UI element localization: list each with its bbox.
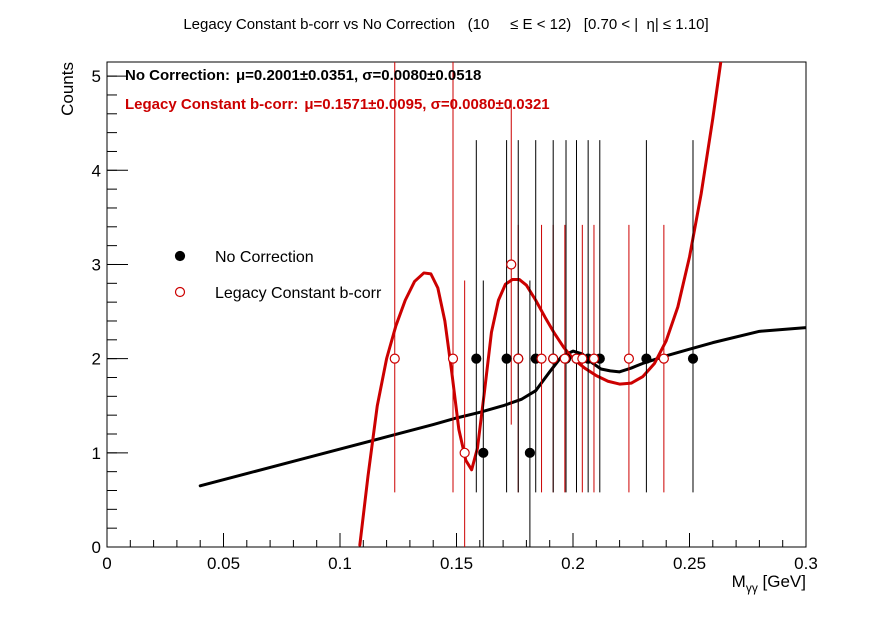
legend-label-no-correction: No Correction [215,249,314,266]
x-axis-ticks: 0 0.05 0.1 0.15 0.2 0.25 0.3 [102,533,818,573]
data-point [459,447,470,458]
data-point [548,353,559,364]
x-tick-label: 0.1 [328,554,352,573]
data-point [536,353,547,364]
y-tick-label: 1 [92,444,101,463]
y-tick-label: 2 [92,350,101,369]
data-point [478,447,489,458]
legend: No Correction Legacy Constant b-corr [174,249,382,302]
data-point [447,353,459,364]
x-tick-label: 0.25 [673,554,706,573]
data-point [524,447,535,458]
legend-marker-legacy-constant [174,286,186,298]
fit-stats-box: No Correction: μ=0.2001±0.0351, σ=0.0080±… [125,67,550,113]
fit-curve-0 [198,326,806,488]
error-bars [394,62,694,547]
fit-curve-1 [358,62,723,547]
legend-marker-no-correction [174,250,186,262]
data-point [389,353,400,364]
plot-frame [106,61,807,548]
y-tick-label: 3 [92,255,101,274]
x-tick-label: 0.15 [440,554,473,573]
stats-no-correction: No Correction: μ=0.2001±0.0351, σ=0.0080±… [125,67,481,84]
data-markers [389,259,699,458]
data-point [641,353,652,364]
x-tick-label: 0 [102,554,111,573]
data-point [559,353,570,364]
data-point [588,353,600,364]
stats-legacy-constant: Legacy Constant b-corr: μ=0.1571±0.0095, … [125,96,550,113]
y-tick-label: 0 [92,538,101,557]
data-point [513,353,524,364]
data-point [471,353,482,364]
x-axis-label: Mγγ [GeV] [732,572,806,595]
x-tick-label: 0.05 [207,554,240,573]
data-point [623,353,635,364]
y-tick-label: 4 [92,161,101,180]
data-point [658,353,669,364]
data-point [501,353,512,364]
x-tick-label: 0.2 [561,554,585,573]
data-point [506,259,517,270]
y-tick-label: 5 [92,67,101,86]
x-tick-label: 0.3 [794,554,818,573]
data-point [687,353,699,364]
y-axis-label: Counts [58,62,77,116]
data-point [577,353,588,364]
legend-label-legacy-constant: Legacy Constant b-corr [215,285,382,302]
y-axis-ticks: 0 1 2 3 4 5 [92,67,128,557]
chart-title: Legacy Constant b-corr vs No Correction … [183,16,708,33]
